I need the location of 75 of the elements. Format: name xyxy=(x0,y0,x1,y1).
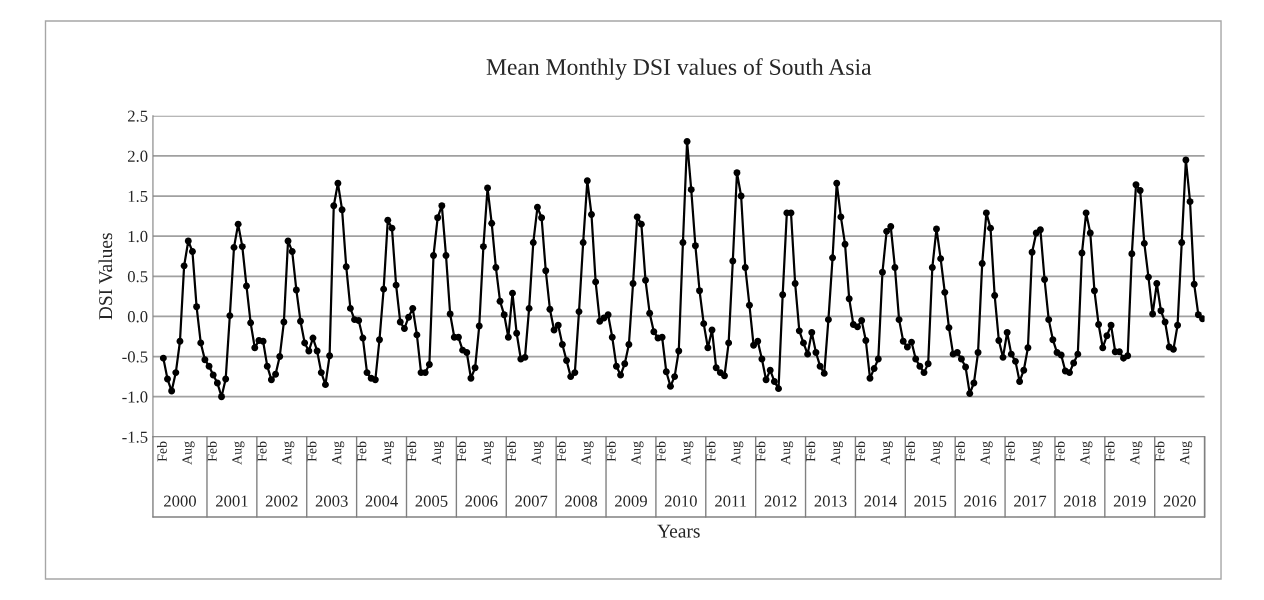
text: 2016 xyxy=(964,495,997,507)
x-tick-label: Feb xyxy=(406,441,417,462)
x-tick-label: Feb xyxy=(855,441,866,462)
x-tick-label: Feb xyxy=(306,441,317,462)
y-axis-title: DSI Values xyxy=(98,233,113,320)
text: 2008 xyxy=(565,495,598,507)
x-tick-label: Aug xyxy=(381,441,395,465)
text: 2005 xyxy=(415,495,448,507)
x-tick-label: Feb xyxy=(605,441,616,462)
text: 2015 xyxy=(914,495,947,507)
x-tick-label: Feb xyxy=(206,441,217,462)
x-tick-label: Feb xyxy=(1054,441,1065,462)
x-tick-label: Aug xyxy=(1130,441,1143,465)
x-tick-label: Aug xyxy=(780,441,794,465)
x-tick-label: Aug xyxy=(830,441,844,465)
x-tick-label: Aug xyxy=(1080,441,1093,465)
x-tick-label: Feb xyxy=(1104,441,1115,462)
text: 2000 xyxy=(164,495,196,507)
x-tick-label: Aug xyxy=(880,441,893,465)
y-tick-label: 0.5 xyxy=(127,271,148,283)
x-tick-label: Feb xyxy=(1005,441,1015,462)
x-tick-label: Feb xyxy=(506,441,516,462)
y-tick-label: 0.0 xyxy=(127,311,148,323)
text: 2001 xyxy=(215,495,248,507)
chart-title: Mean Monthly DSI values of South Asia xyxy=(486,58,872,80)
y-tick-label: 2.5 xyxy=(127,110,148,122)
x-tick-label: Feb xyxy=(805,441,816,462)
x-tick-label: Aug xyxy=(182,441,195,465)
x-axis-title: Years xyxy=(657,524,700,538)
text: 2020 xyxy=(1163,495,1196,507)
x-tick-label: Feb xyxy=(955,441,965,462)
x-tick-label: Aug xyxy=(731,441,744,465)
x-tick-label: Feb xyxy=(356,441,367,462)
x-tick-label: Feb xyxy=(655,441,666,462)
text: 2010 xyxy=(664,495,697,507)
x-tick-label: Feb xyxy=(705,441,716,462)
x-tick-label: Aug xyxy=(531,441,544,465)
text: 2011 xyxy=(715,495,747,507)
text: 2012 xyxy=(764,495,797,507)
text: 2017 xyxy=(1014,495,1047,507)
y-tick-label: 1.0 xyxy=(128,230,148,243)
x-tick-label: Aug xyxy=(481,441,494,465)
text: 2003 xyxy=(315,495,348,507)
x-tick-label: Aug xyxy=(681,441,694,465)
x-tick-label: Aug xyxy=(930,441,943,465)
text: 2013 xyxy=(814,495,847,507)
y-tick-label: 2.0 xyxy=(127,150,148,162)
x-tick-label: Aug xyxy=(1180,441,1193,465)
text: 2009 xyxy=(615,495,647,507)
x-tick-label: Aug xyxy=(980,441,993,465)
y-tick-label: -1.0 xyxy=(122,391,148,403)
y-tick-label: -1.5 xyxy=(122,431,148,443)
x-tick-label: Aug xyxy=(1030,441,1043,465)
text: 2014 xyxy=(864,495,897,507)
x-tick-label: Feb xyxy=(157,441,167,462)
x-tick-label: Feb xyxy=(456,441,467,462)
x-tick-label: Feb xyxy=(1154,441,1165,462)
text: 2019 xyxy=(1113,495,1146,507)
x-tick-label: Feb xyxy=(256,441,267,462)
x-tick-label: Feb xyxy=(556,441,566,462)
x-tick-label: Aug xyxy=(232,441,245,465)
text: 2006 xyxy=(465,495,498,507)
text: 2004 xyxy=(365,495,398,507)
text: 2007 xyxy=(515,495,548,507)
x-tick-label: Aug xyxy=(431,441,444,465)
x-tick-label: Feb xyxy=(755,441,766,462)
x-tick-label: Aug xyxy=(332,441,345,465)
x-tick-label: Aug xyxy=(581,441,594,465)
y-tick-label: -0.5 xyxy=(122,351,148,363)
x-tick-label: Aug xyxy=(282,441,295,465)
x-tick-label: Aug xyxy=(631,441,644,465)
text: 2002 xyxy=(265,495,298,507)
x-tick-label: Feb xyxy=(905,441,916,462)
text: 2018 xyxy=(1063,495,1096,507)
y-tick-label: 1.5 xyxy=(128,190,148,203)
